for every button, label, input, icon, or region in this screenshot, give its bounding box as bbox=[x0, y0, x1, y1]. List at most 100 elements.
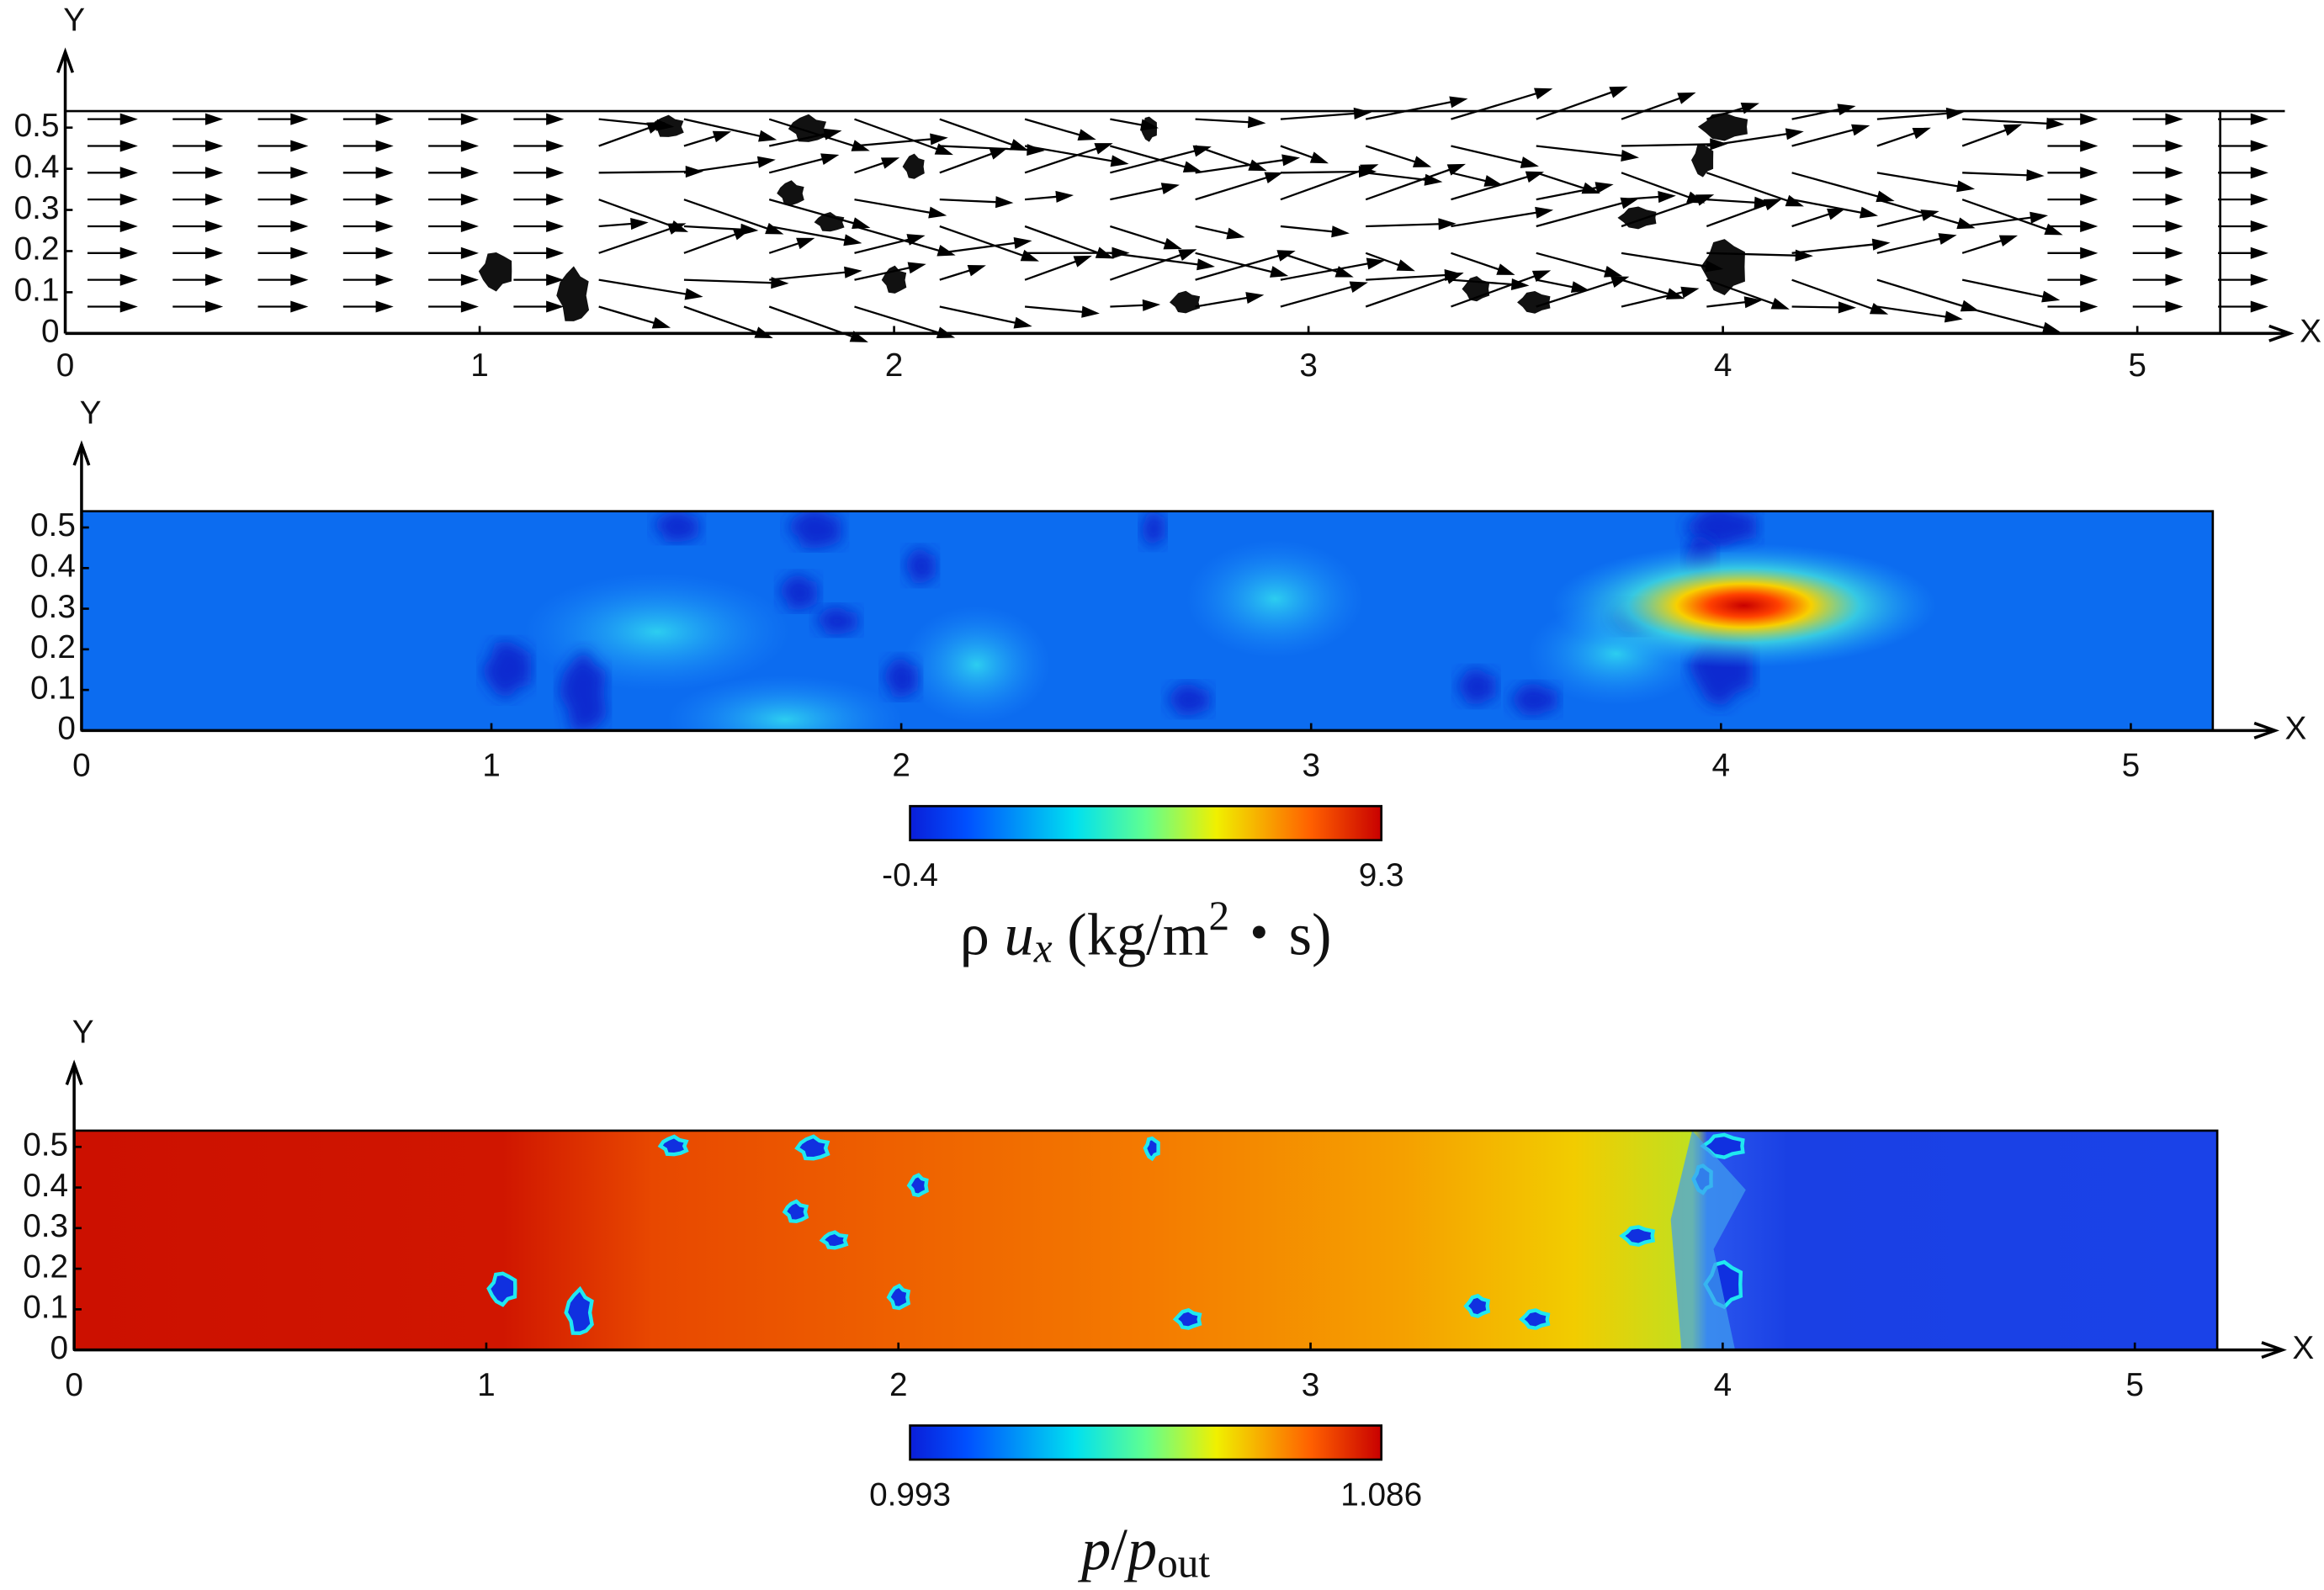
colorbar-label: p/pout bbox=[1077, 1518, 1210, 1587]
vector-arrow bbox=[1791, 242, 1885, 254]
low-region bbox=[786, 511, 844, 549]
low-region bbox=[1508, 682, 1558, 717]
arrow-head bbox=[1534, 87, 1553, 100]
arrow-head bbox=[765, 222, 784, 235]
low-region bbox=[564, 1285, 594, 1335]
arrow-head bbox=[1496, 263, 1515, 275]
arrow-head bbox=[1620, 197, 1639, 209]
arrow-head bbox=[460, 246, 479, 259]
vector-arrow bbox=[1706, 278, 1785, 309]
arrow-head bbox=[1763, 199, 1782, 211]
low-region bbox=[1165, 682, 1212, 717]
arrow-head bbox=[119, 193, 138, 206]
arrow-head bbox=[2165, 273, 2183, 286]
arrow-head bbox=[2250, 246, 2268, 259]
vector-arrow bbox=[1536, 184, 1608, 201]
arrow-head bbox=[546, 167, 565, 179]
arrow-head bbox=[1309, 151, 1329, 164]
arrow-head bbox=[375, 220, 394, 233]
solid-blob bbox=[1169, 290, 1201, 314]
arrow-head bbox=[1077, 129, 1096, 140]
y-tick-label: 0.4 bbox=[23, 1168, 68, 1204]
arrow-head bbox=[2250, 113, 2268, 125]
vector-arrow bbox=[683, 159, 771, 174]
vector-arrow bbox=[1536, 277, 1625, 308]
low-region bbox=[819, 1230, 849, 1250]
vector-arrow bbox=[1706, 172, 1799, 206]
vector-arrow bbox=[1791, 278, 1883, 314]
low-region bbox=[1619, 1225, 1656, 1248]
vector-arrow bbox=[683, 118, 772, 140]
arrow-head bbox=[1334, 266, 1354, 278]
vector-arrow bbox=[1366, 273, 1457, 281]
arrow-head bbox=[460, 273, 479, 286]
arrow-head bbox=[995, 196, 1014, 209]
vector-arrow bbox=[939, 240, 1027, 254]
arrow-head bbox=[1998, 235, 2019, 246]
arrow-head bbox=[1743, 296, 1763, 309]
arrow-head bbox=[1081, 305, 1100, 318]
low-region bbox=[777, 572, 820, 611]
arrow-head bbox=[1535, 206, 1554, 219]
arrow-head bbox=[205, 300, 224, 313]
y-tick-label: 0.2 bbox=[30, 629, 76, 665]
x-tick-label: 5 bbox=[2128, 347, 2146, 384]
colorbar-tick-label: 9.3 bbox=[1359, 857, 1404, 893]
y-tick-label: 0.4 bbox=[14, 149, 60, 185]
arrow-head bbox=[1139, 119, 1159, 131]
vector-arrow bbox=[1365, 273, 1459, 308]
colorbar bbox=[909, 804, 1383, 842]
vector-arrow bbox=[1536, 252, 1617, 276]
arrow-head bbox=[2165, 193, 2183, 206]
arrow-head bbox=[934, 143, 953, 156]
y-axis-arrow bbox=[56, 47, 75, 73]
arrow-head bbox=[2250, 193, 2268, 206]
vector-arrow bbox=[1280, 283, 1363, 308]
arrow-head bbox=[1412, 156, 1432, 167]
vector-arrow bbox=[1706, 131, 1798, 147]
low-region bbox=[1463, 1293, 1491, 1318]
low-region bbox=[814, 605, 860, 635]
arrow-head bbox=[290, 140, 309, 152]
arrow-head bbox=[1358, 166, 1377, 178]
vector-arrow bbox=[1621, 172, 1701, 203]
vector-arrow bbox=[1961, 199, 2058, 235]
vector-arrow bbox=[1962, 172, 2039, 177]
arrow-head bbox=[546, 300, 565, 313]
x-axis-arrow bbox=[2261, 1341, 2287, 1359]
arrow-head bbox=[1705, 260, 1724, 273]
low-region bbox=[480, 640, 532, 700]
vector-arrow bbox=[1109, 250, 1192, 281]
arrow-head bbox=[119, 140, 138, 152]
x-axis-label: X bbox=[2285, 711, 2307, 747]
arrow-head bbox=[1520, 156, 1539, 168]
x-tick-label: 3 bbox=[1299, 347, 1318, 384]
vector-arrow bbox=[683, 199, 779, 234]
vector-arrow bbox=[1876, 199, 1971, 228]
arrow-head bbox=[1349, 281, 1368, 294]
arrow-head bbox=[1570, 281, 1590, 294]
arrow-head bbox=[1281, 154, 1301, 167]
arrow-head bbox=[740, 223, 759, 236]
arrow-head bbox=[119, 220, 138, 233]
arrow-head bbox=[2165, 113, 2183, 125]
field-base bbox=[74, 1130, 2218, 1350]
arrow-head bbox=[1621, 149, 1640, 162]
vector-arrow bbox=[939, 225, 1034, 261]
arrow-head bbox=[1938, 233, 1957, 245]
arrow-head bbox=[119, 273, 138, 286]
arrow-head bbox=[2165, 300, 2183, 313]
arrow-head bbox=[1785, 194, 1804, 207]
vector-arrow bbox=[854, 225, 951, 255]
arrow-head bbox=[1270, 266, 1289, 278]
arrow-head bbox=[1851, 124, 1870, 136]
arrow-head bbox=[2080, 193, 2098, 206]
arrow-head bbox=[375, 300, 394, 313]
x-tick-label: 4 bbox=[1714, 347, 1732, 384]
x-axis-label: X bbox=[2300, 314, 2321, 350]
colorbar-label-part: p bbox=[1123, 1518, 1157, 1583]
arrow-head bbox=[758, 130, 777, 142]
arrow-head bbox=[290, 300, 309, 313]
arrow-head bbox=[546, 193, 565, 206]
arrow-head bbox=[1396, 259, 1415, 272]
